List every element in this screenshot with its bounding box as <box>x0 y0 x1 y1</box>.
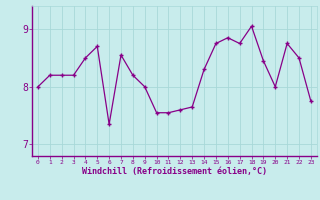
X-axis label: Windchill (Refroidissement éolien,°C): Windchill (Refroidissement éolien,°C) <box>82 167 267 176</box>
